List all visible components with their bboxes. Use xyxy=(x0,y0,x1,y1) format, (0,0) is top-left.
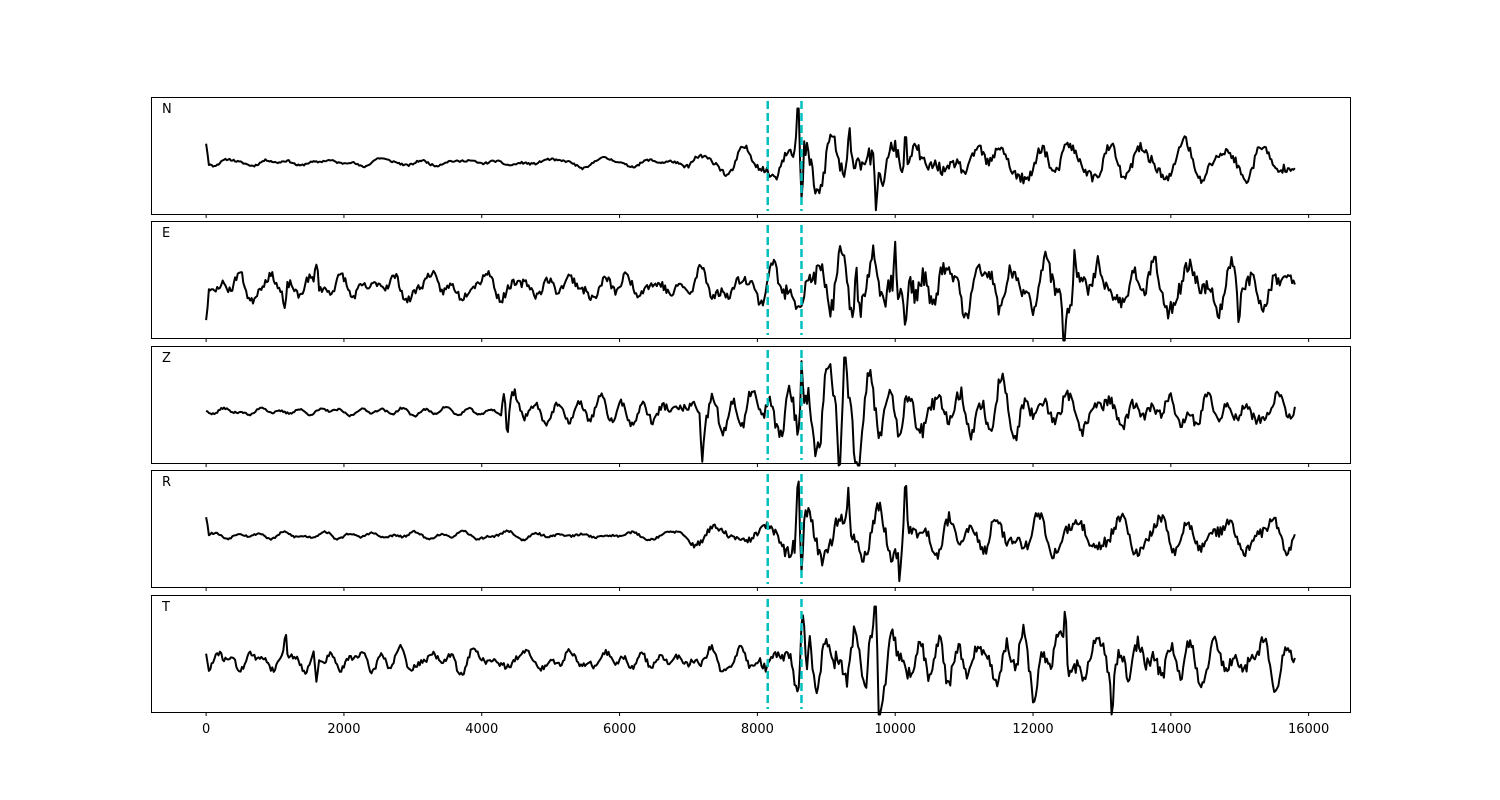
x-tick-label: 10000 xyxy=(875,722,916,737)
panel-label: Z xyxy=(162,351,171,366)
panel-frame xyxy=(151,97,1351,215)
x-tick-label: 8000 xyxy=(741,722,774,737)
trace-panels: N E Z R T xyxy=(151,97,1351,716)
panel-frame xyxy=(151,221,1351,339)
trace-line-e xyxy=(205,240,1296,342)
x-tick-label: 0 xyxy=(202,722,210,737)
panel-e: E xyxy=(151,221,1351,342)
trace-line-n xyxy=(205,107,1296,212)
x-tick-label: 6000 xyxy=(603,722,636,737)
x-tick-label: 16000 xyxy=(1288,722,1329,737)
x-axis: 0 2000 4000 6000 8000 10000 12000 14000 16000 xyxy=(202,722,1329,737)
trace-line-z xyxy=(205,356,1296,467)
trace-line-r xyxy=(205,480,1296,583)
x-tick-label: 12000 xyxy=(1012,722,1053,737)
x-tick-label: 2000 xyxy=(327,722,360,737)
x-tick-label: 4000 xyxy=(465,722,498,737)
panel-label: N xyxy=(162,102,172,117)
x-tick-label: 14000 xyxy=(1150,722,1191,737)
panel-n: N xyxy=(151,97,1351,218)
panel-label: T xyxy=(161,600,170,615)
trace-line-t xyxy=(205,605,1296,716)
panel-r: R xyxy=(151,470,1351,591)
panel-frame xyxy=(151,595,1351,713)
panel-frame xyxy=(151,470,1351,588)
panel-t: T xyxy=(151,595,1351,716)
panel-label: R xyxy=(162,475,171,490)
panel-label: E xyxy=(162,226,170,241)
panel-frame xyxy=(151,346,1351,464)
panel-z: Z xyxy=(151,346,1351,467)
